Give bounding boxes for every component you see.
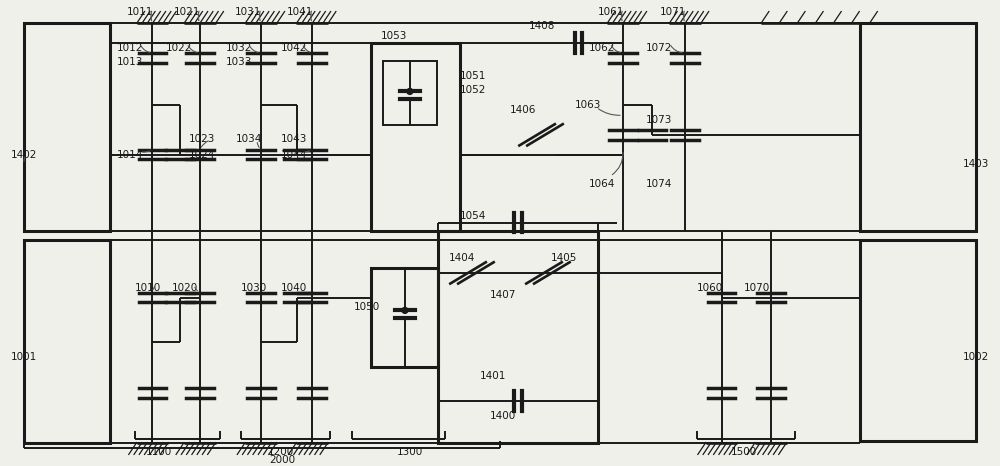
Text: 1403: 1403 — [963, 159, 990, 170]
Text: 1405: 1405 — [551, 253, 577, 263]
Text: 1023: 1023 — [189, 134, 215, 144]
Text: 1010: 1010 — [135, 283, 161, 293]
Bar — [860, 240, 976, 440]
Text: 1011: 1011 — [127, 7, 153, 17]
Text: 1014: 1014 — [117, 150, 143, 159]
Text: 1043: 1043 — [281, 134, 307, 144]
Text: 1031: 1031 — [235, 7, 262, 17]
Text: 1053: 1053 — [381, 31, 408, 41]
Bar — [438, 231, 598, 443]
Bar — [860, 23, 976, 231]
Text: 1001: 1001 — [10, 352, 37, 362]
Text: 1042: 1042 — [281, 43, 307, 53]
Text: 1074: 1074 — [646, 179, 672, 189]
Text: 1030: 1030 — [241, 283, 267, 293]
Text: 1061: 1061 — [598, 7, 625, 17]
Text: 1070: 1070 — [744, 283, 770, 293]
Bar — [24, 23, 110, 231]
Text: 1404: 1404 — [448, 253, 475, 263]
Text: 1040: 1040 — [281, 283, 307, 293]
Text: 1100: 1100 — [146, 447, 172, 458]
Text: 1063: 1063 — [575, 100, 601, 110]
Text: 1032: 1032 — [225, 43, 252, 53]
Text: 1408: 1408 — [529, 21, 556, 31]
Text: 1406: 1406 — [509, 105, 536, 115]
Text: 1022: 1022 — [166, 43, 193, 53]
Bar — [371, 43, 460, 231]
Text: 1073: 1073 — [646, 115, 672, 125]
Text: 1064: 1064 — [588, 179, 615, 189]
Text: 1062: 1062 — [588, 43, 615, 53]
Text: 1060: 1060 — [697, 283, 723, 293]
Text: 1050: 1050 — [354, 302, 380, 312]
Text: 1071: 1071 — [659, 7, 686, 17]
Text: 1041: 1041 — [287, 7, 313, 17]
Bar — [383, 61, 437, 125]
Circle shape — [402, 308, 408, 313]
Text: 1034: 1034 — [236, 134, 263, 144]
Text: 1401: 1401 — [480, 371, 506, 382]
Text: 1033: 1033 — [225, 57, 252, 67]
Text: 1020: 1020 — [172, 283, 198, 293]
Text: 1054: 1054 — [460, 211, 487, 221]
Text: 1402: 1402 — [10, 150, 37, 159]
Text: 1200: 1200 — [268, 447, 294, 458]
Text: 1044: 1044 — [281, 150, 307, 159]
Bar — [371, 268, 438, 367]
Text: 1012: 1012 — [117, 43, 143, 53]
Text: 1400: 1400 — [490, 411, 516, 421]
Text: 1013: 1013 — [117, 57, 143, 67]
Text: 1051: 1051 — [460, 71, 487, 81]
Text: 1052: 1052 — [460, 85, 487, 96]
Text: 1500: 1500 — [731, 447, 757, 458]
Bar — [24, 240, 110, 443]
Circle shape — [407, 89, 413, 95]
Text: 1021: 1021 — [174, 7, 201, 17]
Text: 1407: 1407 — [490, 289, 516, 300]
Text: 1300: 1300 — [397, 447, 423, 458]
Text: 1072: 1072 — [646, 43, 672, 53]
Text: 1002: 1002 — [963, 352, 989, 362]
Text: 2000: 2000 — [270, 455, 296, 466]
Text: 1024: 1024 — [189, 150, 215, 159]
